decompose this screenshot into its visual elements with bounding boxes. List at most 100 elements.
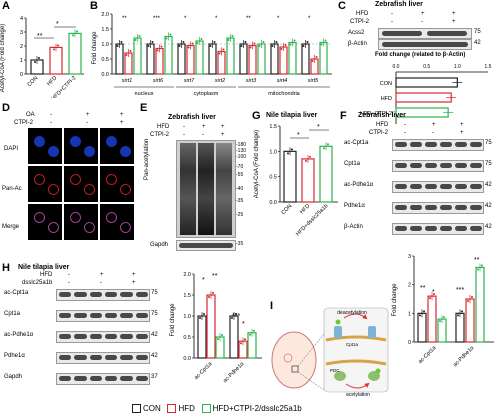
chart-h: Fold change 0.00.51.01.52.0 ******* ac-C… <box>170 272 262 384</box>
legend-swatch-con <box>132 404 141 414</box>
ya-tick: 3 <box>20 30 23 36</box>
sig-a-2: * <box>56 21 59 28</box>
micrograph-cell <box>64 204 98 240</box>
sign: + <box>221 132 225 138</box>
cond-c-ctpi: CTPI-2 <box>350 19 370 25</box>
yb-tick: 0.5 <box>101 57 109 63</box>
xlabel-b: sirt6 <box>153 78 164 84</box>
sig-a-1: ** <box>37 33 43 40</box>
kda-label: -70 <box>236 164 244 170</box>
ylabel-b: Fold change <box>92 31 98 65</box>
row-label-dapi: DAPI <box>4 146 19 152</box>
title-f: Zebrafish liver <box>358 112 406 119</box>
bar-h-ac-Cpt1a-HFD <box>206 294 216 359</box>
bar-b-sirt4-HFD <box>279 46 288 75</box>
blot-strip <box>56 289 150 301</box>
cpt1a-icon-2 <box>368 326 376 338</box>
bar-g-HFD+dsslc25a1b <box>319 145 333 203</box>
sig-h: * <box>202 277 205 284</box>
bar-g-HFD <box>301 158 315 203</box>
sign: + <box>432 122 436 128</box>
sig-g-1: * <box>297 132 300 139</box>
blot-strip <box>56 373 150 385</box>
sign: - <box>68 272 70 278</box>
sig-b: * <box>277 16 280 22</box>
yb-tick: 2.0 <box>101 12 109 18</box>
sign: + <box>120 120 124 126</box>
pdc-label: PDC <box>330 368 340 373</box>
blot-acss2 <box>378 28 472 39</box>
cat-c: HFD+CTPI-2 <box>360 111 392 117</box>
blot-pan-acetylation <box>176 140 236 238</box>
bar-b-sirt6-CON <box>146 43 155 75</box>
ylabel-h: Fold change <box>170 303 176 337</box>
micrograph-cell <box>28 166 62 202</box>
xlabel-b: sirt5 <box>308 78 319 84</box>
bar-h-ac-Cpt1a-CON <box>197 315 207 359</box>
panel-label-a: A <box>2 0 10 12</box>
xlabel-g: CON <box>281 203 294 216</box>
ylabel-f: Fold change <box>392 283 398 317</box>
sign: - <box>68 280 70 286</box>
acetylation-label: acetylation <box>346 392 370 398</box>
blot-strip <box>392 181 484 193</box>
bar-b-sirt5-HFD+CTPI-2 <box>319 41 328 75</box>
subtitle-c: Fold change (related to β-Actin) <box>375 52 466 58</box>
title-c: Zebrafish liver <box>375 1 423 8</box>
band-label-gapdh-e: Gapdh <box>150 242 169 248</box>
legend-label-trt: HFD+CTPI-2/dsslc25a1b <box>212 404 302 413</box>
panel-label-b: B <box>90 0 98 12</box>
band-label-acss2: Acss2 <box>348 30 365 36</box>
kda-label: 42 <box>474 40 481 46</box>
cond-d-ctpi: CTPI-2 <box>14 120 34 126</box>
panel-label-i: I <box>270 300 274 312</box>
mitochondria-box <box>323 307 389 393</box>
bar-c-CON <box>395 77 458 88</box>
xtick-c: 1.0 <box>454 64 461 70</box>
panel-label-h: H <box>2 262 10 274</box>
kda-label: 42 <box>485 203 492 209</box>
sign: + <box>452 19 456 25</box>
xlabel-b: sirt2 <box>215 78 225 84</box>
yh-tick: 1.5 <box>183 293 191 299</box>
bar-c-HFD <box>395 92 452 103</box>
band-label: Pdhe1α <box>4 353 25 359</box>
band-label: Cpt1a <box>4 311 21 317</box>
band-label: Cpt1a <box>344 161 361 167</box>
sign: + <box>100 272 104 278</box>
sig-b: * <box>184 16 187 22</box>
sig-h: ** <box>212 273 218 280</box>
bar-b-sirt1-CON <box>115 43 124 75</box>
group-label-b: nucleus <box>135 91 154 97</box>
bar-b-sirt5-CON <box>301 43 310 75</box>
micrograph-cell <box>100 166 134 202</box>
chart-c: 0.0 0.5 1.0 1.5 CON HFD HFD+CTPI-2 <box>360 64 492 124</box>
legend-label-hfd: HFD <box>178 404 195 413</box>
sign: - <box>421 19 423 25</box>
sign: + <box>202 124 206 130</box>
sign: - <box>404 130 406 136</box>
xlabel-f: ac-Pdhe1α <box>452 345 476 369</box>
cond-d-oa: OA <box>26 112 35 118</box>
legend-label-con: CON <box>143 404 161 413</box>
sig-f: *** <box>456 287 464 294</box>
bar-f-ac-Cpt1a-HFD <box>427 295 437 343</box>
kda-label: -130 <box>236 148 247 154</box>
bar-h-ac-Pdhe1α-CON <box>229 315 239 359</box>
yh-tick: 0.0 <box>183 356 191 362</box>
xlabel-g: HFD <box>299 203 311 215</box>
bar-f-ac-Pdhe1α-HFD <box>465 298 475 343</box>
bar-a-HFD+CTPI-2 <box>68 32 82 75</box>
xlabel-b: sirt7 <box>184 78 195 84</box>
cell-icon <box>271 331 317 389</box>
deacetylation-label: deacetylation <box>337 310 367 316</box>
micrograph-cell <box>64 166 98 202</box>
cond-h-ds: dsslc25a1b <box>22 280 53 286</box>
pdc-icon-2 <box>368 371 380 381</box>
blot-strip <box>392 223 484 235</box>
chart-b: Fold change 0.0 0.5 1.0 1.5 2.0 sirt1 sirt6 si… <box>92 12 332 97</box>
ya-tick: 1 <box>20 58 23 64</box>
sig-b: * <box>215 16 218 22</box>
band-label: ac-Cpt1a <box>4 290 29 296</box>
sign: - <box>183 124 185 130</box>
